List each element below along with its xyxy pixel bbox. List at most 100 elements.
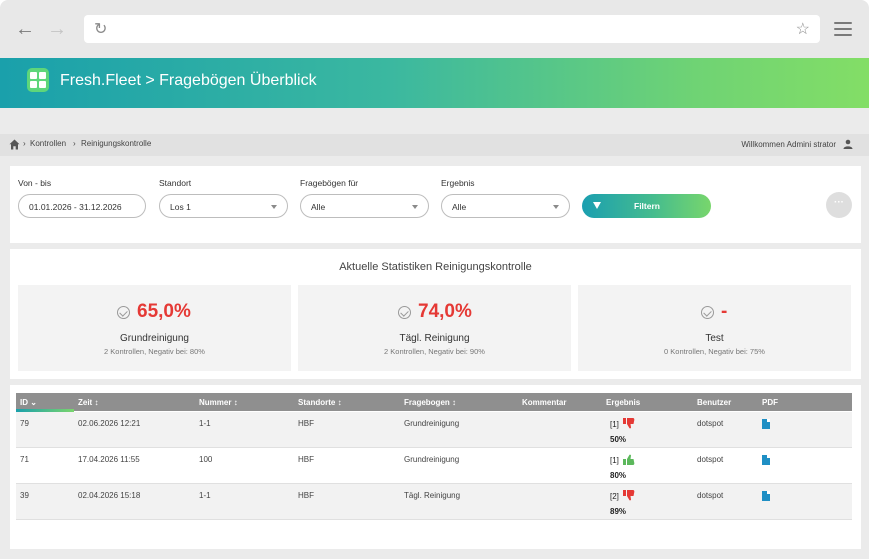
filter-card [10, 166, 861, 243]
cell-nummer: 1-1 [199, 491, 211, 500]
arrow-right-icon[interactable]: → [47, 18, 67, 40]
arrow-left-icon[interactable]: ← [15, 18, 35, 40]
pdf-file-icon[interactable] [762, 419, 770, 429]
sort-icon: ↕ [337, 398, 342, 407]
cell-fragebogen: Tägl. Reinigung [404, 491, 461, 500]
cell-ergebnis: [1] 80% [610, 454, 635, 480]
column-header-ergebnis: Ergebnis [606, 398, 641, 407]
cell-standort: HBF [298, 455, 314, 464]
app-logo-icon [27, 68, 49, 92]
cell-nummer: 100 [199, 455, 213, 464]
questionnaire-value: Alle [311, 202, 326, 212]
date-range-input[interactable]: 01.01.2026 - 31.12.2026 [18, 194, 146, 218]
breadcrumb-separator: › [73, 139, 76, 148]
stats-title: Aktuelle Statistiken Reinigungskontrolle [339, 261, 532, 273]
check-circle-icon [117, 306, 130, 319]
stat-subtext: 2 Kontrollen, Negativ bei: 80% [104, 347, 205, 356]
column-header-standorte[interactable]: Standorte ↕ [298, 398, 342, 407]
funnel-icon [593, 202, 601, 209]
date-range-value: 01.01.2026 - 31.12.2026 [29, 202, 122, 212]
browser-toolbar: ← → ↻ ☆ [0, 0, 869, 58]
column-header-id[interactable]: ID ⌄ [20, 398, 37, 407]
column-header-zeit[interactable]: Zeit ↕ [78, 398, 99, 407]
cell-standort: HBF [298, 419, 314, 428]
table-row[interactable]: 39 02.04.2026 15:18 1-1 HBF Tägl. Reinig… [16, 484, 852, 520]
sort-icon: ↕ [233, 398, 238, 407]
filter-button[interactable]: Filtern [582, 194, 711, 218]
user-icon[interactable] [843, 139, 853, 149]
result-label: Ergebnis [441, 178, 475, 188]
reload-icon[interactable]: ↻ [94, 21, 108, 38]
result-value: Alle [452, 202, 467, 212]
cell-benutzer: dotspot [697, 419, 724, 428]
check-circle-icon [398, 306, 411, 319]
check-circle-icon [701, 306, 714, 319]
cell-zeit: 02.04.2026 15:18 [78, 491, 141, 500]
hamburger-icon[interactable] [834, 22, 852, 40]
breadcrumb-item-kontrollen[interactable]: Kontrollen [30, 139, 67, 148]
cell-zeit: 17.04.2026 11:55 [78, 455, 140, 464]
table-row[interactable]: 79 02.06.2026 12:21 1-1 HBF Grundreinigu… [16, 412, 852, 448]
stat-name: Grundreinigung [120, 333, 189, 344]
column-header-fragebogen[interactable]: Fragebogen ↕ [404, 398, 457, 407]
stat-value: - [721, 301, 728, 322]
column-header-nummer[interactable]: Nummer ↕ [199, 398, 238, 407]
column-header-pdf: PDF [762, 398, 778, 407]
cell-zeit: 02.06.2026 12:21 [78, 419, 141, 428]
thumbs-down-icon [623, 418, 635, 429]
table-header: ID ⌄ Zeit ↕ Nummer ↕ Standorte ↕ Fragebo… [16, 393, 852, 411]
location-value: Los 1 [170, 202, 191, 212]
welcome-text: Willkommen Admini strator [741, 140, 836, 149]
questionnaire-label: Fragebögen für [300, 178, 359, 188]
cell-nummer: 1-1 [199, 419, 211, 428]
result-select[interactable]: Alle [441, 194, 570, 218]
stat-card-grundreinigung: 65,0% Grundreinigung 2 Kontrollen, Negat… [18, 285, 291, 371]
stat-subtext: 2 Kontrollen, Negativ bei: 90% [384, 347, 485, 356]
chevron-down-icon [553, 205, 559, 209]
active-sort-indicator [16, 409, 74, 412]
stat-value: 74,0% [418, 301, 472, 322]
thumbs-down-icon [623, 490, 635, 501]
thumbs-up-icon [623, 454, 635, 465]
column-header-kommentar: Kommentar [522, 398, 567, 407]
column-header-benutzer: Benutzer [697, 398, 732, 407]
cell-id: 39 [20, 491, 29, 500]
address-bar[interactable]: ↻ ☆ [84, 15, 820, 43]
stat-card-taegl-reinigung: 74,0% Tägl. Reinigung 2 Kontrollen, Nega… [298, 285, 571, 371]
chevron-down-icon [412, 205, 418, 209]
filter-button-label: Filtern [634, 201, 660, 211]
location-label: Standort [159, 178, 192, 188]
questionnaire-select[interactable]: Alle [300, 194, 429, 218]
sort-icon: ↕ [94, 398, 99, 407]
cell-ergebnis: [1] 50% [610, 418, 635, 444]
pdf-file-icon[interactable] [762, 455, 770, 465]
cell-ergebnis: [2] 89% [610, 490, 635, 516]
breadcrumb-item-reinigungskontrolle: Reinigungskontrolle [81, 139, 152, 148]
cell-benutzer: dotspot [697, 455, 724, 464]
cell-fragebogen: Grundreinigung [404, 419, 460, 428]
cell-fragebogen: Grundreinigung [404, 455, 460, 464]
cell-benutzer: dotspot [697, 491, 724, 500]
sort-icon: ↕ [452, 398, 457, 407]
chevron-down-icon [271, 205, 277, 209]
breadcrumb: › Kontrollen › Reinigungskontrolle Willk… [0, 134, 869, 156]
cell-id: 71 [20, 455, 29, 464]
page-title: Fresh.Fleet > Fragebögen Überblick [60, 72, 317, 89]
stat-name: Test [705, 333, 724, 344]
pdf-file-icon[interactable] [762, 491, 770, 501]
home-icon[interactable] [9, 139, 20, 150]
location-select[interactable]: Los 1 [159, 194, 288, 218]
chevron-down-icon: ⌄ [30, 398, 37, 407]
stat-value: 65,0% [137, 301, 191, 322]
cell-id: 79 [20, 419, 29, 428]
table-row[interactable]: 71 17.04.2026 11:55 100 HBF Grundreinigu… [16, 448, 852, 484]
more-options-button[interactable]: ··· [826, 192, 852, 218]
stat-card-test: - Test 0 Kontrollen, Negativ bei: 75% [578, 285, 851, 371]
app-header: Fresh.Fleet > Fragebögen Überblick [0, 58, 869, 108]
date-range-label: Von - bis [18, 178, 52, 188]
cell-standort: HBF [298, 491, 314, 500]
breadcrumb-separator: › [23, 139, 26, 148]
stat-subtext: 0 Kontrollen, Negativ bei: 75% [664, 347, 765, 356]
star-icon[interactable]: ☆ [795, 21, 810, 38]
stat-name: Tägl. Reinigung [399, 333, 470, 344]
